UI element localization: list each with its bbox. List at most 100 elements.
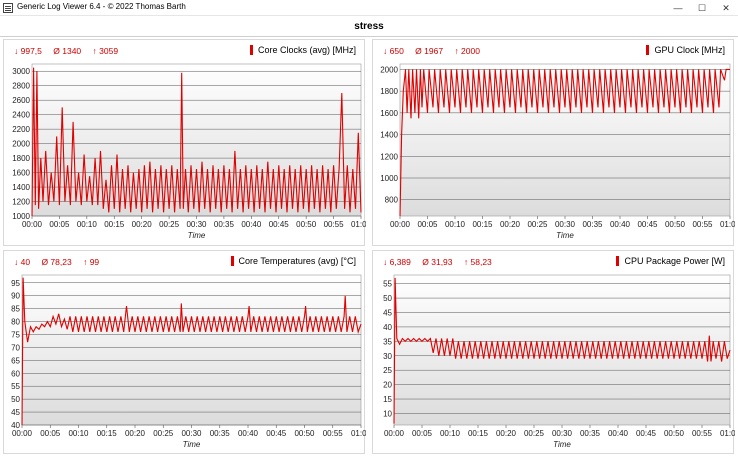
x-axis-label: Time [553, 440, 571, 449]
y-tick-label: 1800 [380, 87, 398, 96]
chart-stats: ↓ 6,389 Ø 31,93 ↑ 58,23 [383, 257, 501, 267]
x-tick-label: 00:50 [294, 429, 315, 438]
stat-max: ↑ 99 [83, 257, 100, 267]
chart-stats: ↓ 650 Ø 1967 ↑ 2000 [383, 46, 489, 56]
chart-plot: 10 15 20 25 30 35 40 45 50 55 00:00 00:05 00:10 00:15… [383, 274, 735, 449]
x-tick-label: 00:30 [186, 220, 207, 229]
x-tick-label: 00:25 [159, 220, 180, 229]
x-tick-label: 00:10 [68, 429, 89, 438]
x-tick-label: 00:20 [132, 220, 153, 229]
y-tick-label: 80 [11, 318, 20, 327]
x-tick-label: 00:35 [582, 220, 603, 229]
minimize-button[interactable]: — [673, 3, 683, 13]
x-tick-label: 00:15 [97, 429, 118, 438]
plot-area [31, 63, 362, 217]
y-tick-label: 1000 [380, 174, 398, 183]
y-tick-label: 800 [385, 196, 399, 205]
plot-area [21, 274, 362, 426]
chart-panel-gpu-clock[interactable]: ↓ 650 Ø 1967 ↑ 2000 GPU Clock [MHz] 800 1… [372, 39, 735, 246]
y-tick-label: 1400 [380, 131, 398, 140]
x-tick-label: 00:00 [22, 220, 43, 229]
x-tick-label: 00:05 [417, 220, 438, 229]
chart-panel-core-temperatures[interactable]: ↓ 40 Ø 78,23 ↑ 99 Core Temperatures (avg… [3, 250, 366, 454]
y-tick-label: 1000 [12, 212, 30, 221]
x-tick-label: 00:45 [636, 429, 657, 438]
x-tick-label: 00:35 [210, 429, 231, 438]
y-tick-label: 1800 [12, 154, 30, 163]
stat-max: ↑ 2000 [454, 46, 480, 56]
y-tick-label: 50 [11, 395, 20, 404]
stat-max: ↑ 3059 [92, 46, 119, 56]
x-tick-label: 00:25 [153, 429, 174, 438]
chart-title: Core Temperatures (avg) [°C] [230, 256, 356, 266]
x-tick-label: 01:00 [351, 220, 366, 229]
plot-area [399, 63, 731, 217]
app-icon [3, 3, 13, 13]
stat-min: ↓ 40 [14, 257, 31, 267]
y-tick-label: 10 [383, 409, 392, 418]
chart-title: Core Clocks (avg) [MHz] [249, 45, 356, 55]
y-tick-label: 50 [383, 294, 392, 303]
y-tick-label: 2000 [12, 140, 30, 149]
x-tick-label: 00:45 [269, 220, 290, 229]
y-tick-label: 85 [11, 305, 20, 314]
chart-plot: 1000 1200 1400 1600 1800 2000 2200 2400 2600 2800… [12, 63, 366, 240]
x-tick-label: 01:00 [351, 429, 366, 438]
x-tick-label: 00:50 [296, 220, 317, 229]
x-tick-label: 00:15 [468, 429, 489, 438]
chart-panel-core-clocks[interactable]: ↓ 997,5 Ø 1340 ↑ 3059 Core Clocks (avg) … [3, 39, 366, 246]
stat-avg: Ø 1967 [415, 46, 444, 56]
close-button[interactable]: ✕ [722, 3, 730, 13]
x-tick-label: 01:00 [720, 220, 735, 229]
x-tick-label: 00:10 [440, 429, 461, 438]
y-tick-label: 55 [383, 280, 392, 289]
y-tick-label: 40 [11, 421, 20, 430]
x-tick-label: 00:35 [214, 220, 235, 229]
chart-title: GPU Clock [MHz] [646, 45, 725, 55]
x-axis-label: Time [183, 440, 201, 449]
x-tick-label: 00:30 [181, 429, 202, 438]
x-tick-label: 01:00 [720, 429, 735, 438]
y-tick-label: 90 [11, 292, 20, 301]
stat-avg: Ø 78,23 [41, 257, 72, 267]
chart-plot: 800 1000 1200 1400 1600 1800 2000 00:00 00:05 00:… [380, 63, 735, 240]
stat-max: ↑ 58,23 [463, 257, 492, 267]
plot-area [393, 274, 731, 426]
x-tick-label: 00:05 [40, 429, 61, 438]
window-title: Generic Log Viewer 6.4 - © 2022 Thomas B… [17, 2, 186, 11]
y-tick-label: 1600 [12, 169, 30, 178]
y-tick-label: 1200 [12, 198, 30, 207]
x-tick-label: 00:55 [323, 429, 344, 438]
y-tick-label: 40 [383, 323, 392, 332]
y-tick-label: 25 [383, 366, 392, 375]
y-tick-label: 55 [11, 382, 20, 391]
x-tick-label: 00:50 [665, 220, 686, 229]
x-tick-label: 00:55 [692, 220, 713, 229]
x-tick-label: 00:15 [472, 220, 493, 229]
x-tick-label: 00:35 [580, 429, 601, 438]
x-tick-label: 00:55 [692, 429, 713, 438]
x-tick-label: 00:25 [524, 429, 545, 438]
y-tick-label: 45 [383, 309, 392, 318]
series-line [399, 68, 730, 217]
x-tick-label: 00:05 [49, 220, 70, 229]
y-tick-label: 1400 [12, 183, 30, 192]
y-tick-label: 35 [383, 337, 392, 346]
x-tick-label: 00:40 [238, 429, 259, 438]
stat-avg: Ø 31,93 [422, 257, 453, 267]
maximize-button[interactable]: ☐ [697, 3, 707, 13]
x-tick-label: 00:45 [637, 220, 658, 229]
x-axis-label: Time [188, 231, 206, 240]
chart-panel-cpu-package-power[interactable]: ↓ 6,389 Ø 31,93 ↑ 58,23 CPU Package Powe… [372, 250, 735, 454]
y-tick-label: 75 [11, 330, 20, 339]
y-tick-label: 70 [11, 343, 20, 352]
stat-min: ↓ 6,389 [383, 257, 411, 267]
x-tick-label: 00:00 [12, 429, 33, 438]
y-tick-label: 1600 [380, 109, 398, 118]
x-tick-label: 00:00 [390, 220, 411, 229]
y-tick-label: 20 [383, 381, 392, 390]
y-tick-label: 95 [11, 279, 20, 288]
y-tick-label: 2800 [12, 82, 30, 91]
series-line [31, 67, 362, 217]
window-titlebar: Generic Log Viewer 6.4 - © 2022 Thomas B… [0, 0, 738, 16]
